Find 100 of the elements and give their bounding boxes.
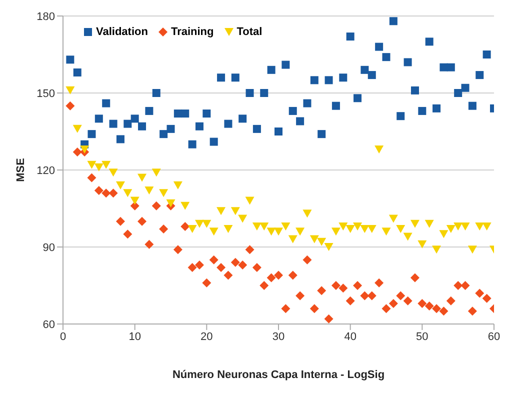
point [418, 240, 427, 248]
point [389, 17, 398, 26]
point [403, 232, 412, 241]
point [216, 207, 226, 216]
point [360, 66, 369, 74]
point [410, 273, 420, 282]
point [188, 140, 196, 148]
point [439, 306, 448, 316]
point [123, 230, 132, 239]
point [138, 216, 147, 226]
point [353, 281, 362, 290]
point [468, 306, 477, 316]
point [266, 228, 276, 236]
point [338, 284, 348, 293]
point [454, 89, 462, 97]
point [152, 201, 161, 210]
x-tick-label: 60 [488, 330, 500, 343]
point [144, 240, 154, 249]
point [238, 114, 247, 123]
point [310, 235, 319, 244]
point [94, 186, 104, 196]
point [432, 104, 441, 112]
point [324, 314, 334, 324]
point [461, 84, 470, 92]
point [460, 222, 470, 230]
point [109, 120, 118, 128]
point [439, 230, 448, 238]
point [246, 89, 254, 97]
point [108, 168, 118, 177]
point [160, 130, 168, 138]
legend-label: Training [170, 26, 214, 38]
point [274, 228, 283, 236]
point [410, 220, 420, 228]
point [124, 120, 132, 128]
point [302, 255, 312, 264]
point [73, 68, 82, 76]
point [296, 291, 305, 300]
point [80, 145, 90, 154]
point [188, 263, 197, 272]
point [303, 99, 312, 108]
point [288, 106, 297, 115]
point [476, 71, 484, 80]
point [346, 296, 355, 306]
point [180, 222, 190, 231]
point [260, 222, 269, 230]
point [475, 288, 484, 298]
point [382, 304, 391, 314]
point [102, 99, 110, 108]
point [468, 246, 477, 254]
x-tick-label: 50 [416, 330, 428, 343]
point [288, 270, 298, 280]
x-tick-label: 0 [60, 330, 66, 343]
point [108, 188, 118, 198]
point [194, 260, 204, 270]
point [144, 186, 154, 195]
point [224, 225, 233, 234]
point [317, 238, 326, 246]
point [145, 106, 154, 115]
point [188, 225, 197, 234]
y-tick-label: 90 [42, 242, 55, 254]
point [260, 89, 268, 97]
point [180, 202, 190, 210]
point [209, 255, 218, 264]
point [252, 263, 262, 272]
point [338, 222, 348, 230]
point [274, 270, 283, 280]
point [454, 222, 463, 230]
y-axis-title: MSE [14, 158, 27, 182]
point [87, 160, 96, 169]
x-axis-title: Número Neuronas Capa Interna - LogSig [172, 369, 385, 381]
point [181, 110, 190, 118]
point [460, 281, 470, 290]
point [440, 63, 448, 72]
point [88, 130, 96, 138]
x-tick-label: 30 [272, 330, 285, 343]
point [252, 222, 262, 230]
point [72, 124, 82, 133]
point [367, 291, 376, 300]
point [446, 225, 456, 234]
point [396, 225, 406, 234]
point [424, 220, 434, 228]
point [281, 304, 290, 314]
point [245, 196, 254, 205]
point [346, 225, 355, 234]
point [123, 189, 132, 198]
point [138, 122, 146, 130]
point [217, 74, 226, 82]
point [166, 124, 175, 133]
point [282, 60, 290, 69]
point [245, 245, 254, 254]
y-tick-label: 120 [36, 164, 55, 177]
point [288, 235, 298, 244]
point [152, 89, 160, 97]
x-tick-label: 20 [200, 330, 213, 343]
point [317, 286, 326, 296]
point [72, 148, 82, 157]
point [94, 114, 103, 123]
point [66, 56, 74, 64]
point [173, 181, 182, 190]
point [274, 128, 282, 136]
